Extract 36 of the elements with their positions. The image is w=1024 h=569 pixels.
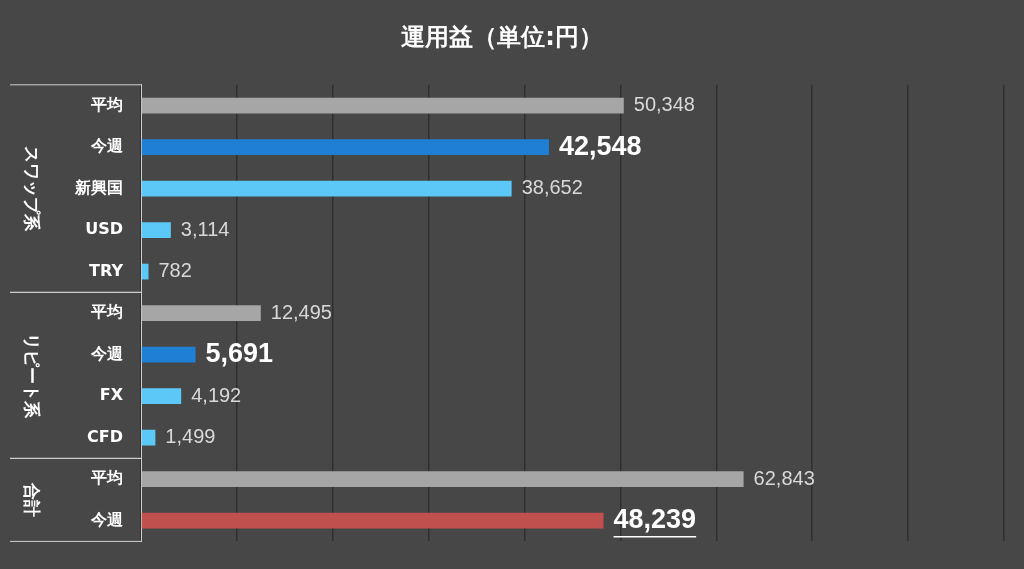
bar bbox=[141, 139, 549, 155]
y-tick-label: 今週 bbox=[90, 136, 124, 156]
y-tick-label: USD bbox=[85, 219, 123, 239]
text: 合計 bbox=[21, 481, 42, 517]
data-label: 12,495 bbox=[270, 300, 332, 323]
data-label: 62,843 bbox=[753, 466, 815, 489]
data-label: 1,499 bbox=[165, 425, 216, 448]
y-tick-label: 今週 bbox=[90, 343, 124, 363]
data-label: 4,192 bbox=[191, 383, 242, 406]
data-label: 48,239 bbox=[613, 504, 697, 535]
y-tick-label: 今週 bbox=[90, 509, 124, 529]
bar bbox=[141, 346, 196, 363]
y-tick-label: 平均 bbox=[90, 468, 123, 488]
y-tick-label: FX bbox=[99, 385, 124, 405]
data-label: 38,652 bbox=[521, 176, 583, 199]
y-tick-label: 新興国 bbox=[74, 177, 123, 197]
chart-title: 運用益（単位:円） bbox=[401, 22, 603, 51]
bar bbox=[141, 97, 624, 114]
bar bbox=[141, 471, 744, 488]
bar bbox=[141, 222, 171, 238]
bar bbox=[141, 180, 512, 197]
y-tick-label: 平均 bbox=[90, 302, 123, 322]
bar bbox=[141, 305, 261, 321]
y-tick-label: TRY bbox=[89, 260, 124, 280]
text: スワップ系 bbox=[21, 146, 42, 233]
data-label: 42,548 bbox=[558, 130, 642, 161]
bar bbox=[141, 429, 156, 446]
data-label: 782 bbox=[158, 259, 192, 282]
text: リピート系 bbox=[21, 332, 42, 419]
data-label: 5,691 bbox=[205, 338, 274, 369]
bar bbox=[141, 512, 604, 529]
data-label: 3,114 bbox=[180, 217, 230, 240]
y-tick-label: CFD bbox=[87, 426, 123, 446]
y-tick-label: 平均 bbox=[90, 94, 123, 114]
data-label: 50,348 bbox=[633, 93, 695, 116]
bar bbox=[141, 388, 182, 405]
